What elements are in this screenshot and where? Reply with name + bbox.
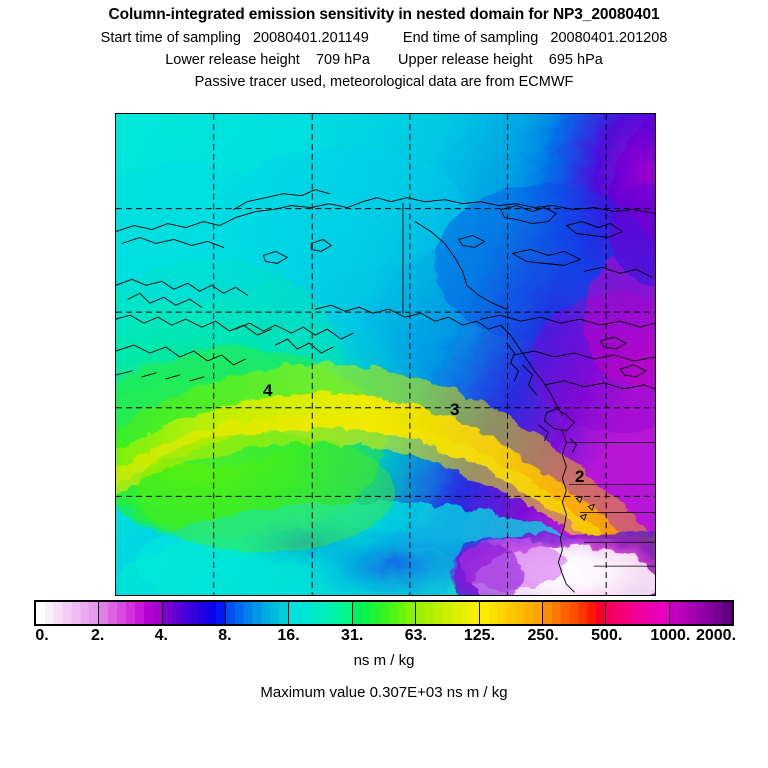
end-time-value: 20080401.201208	[550, 30, 668, 46]
release-height-line: Lower release height 709 hPa Upper relea…	[0, 52, 768, 68]
colorbar-tick: 31.	[341, 627, 364, 644]
maximum-value-label: Maximum value 0.307E+03 ns m / kg	[260, 684, 508, 701]
lower-release-label: Lower release height	[165, 52, 300, 68]
colorbar-segment	[289, 602, 353, 624]
colorbar-segment	[606, 602, 670, 624]
colorbar	[34, 600, 734, 626]
colorbar-tick: 250.	[527, 627, 559, 644]
start-time-label: Start time of sampling	[100, 30, 241, 46]
colorbar-tick-labels: 0. 2. 4. 8. 16. 31. 63. 125. 250. 500. 1000. 2000.	[34, 627, 737, 647]
upper-release-value: 695 hPa	[548, 52, 603, 68]
tracer-note: Passive tracer used, meteorological data…	[194, 74, 574, 90]
colorbar-container: 0. 2. 4. 8. 16. 31. 63. 125. 250. 500. 1000. 2000.	[34, 600, 736, 644]
header-block: Column-integrated emission sensitivity i…	[0, 0, 768, 90]
emission-sensitivity-field	[116, 114, 655, 595]
colorbar-segment	[36, 602, 100, 624]
trajectory-day-label-3: 3	[450, 400, 460, 419]
start-time-value: 20080401.201149	[252, 30, 369, 46]
colorbar-tick: 125.	[463, 627, 496, 644]
map-plot-inner	[116, 114, 655, 595]
colorbar-segment	[99, 602, 163, 624]
colorbar-unit-label: ns m / kg	[353, 652, 415, 669]
colorbar-tick: 2.	[90, 627, 105, 644]
coastline-overlay	[116, 189, 655, 593]
end-time-label: End time of sampling	[402, 30, 539, 46]
colorbar-segment	[226, 602, 290, 624]
colorbar-tick: 1000.	[650, 627, 691, 644]
colorbar-tick: 2000.	[695, 627, 737, 644]
colorbar-segment	[542, 602, 607, 624]
latlon-gridlines	[116, 114, 655, 595]
colorbar-segment	[669, 602, 732, 624]
colorbar-tick: 500.	[591, 627, 623, 644]
lower-release-value: 709 hPa	[315, 52, 370, 68]
sampling-time-line: Start time of sampling 20080401.201149 E…	[0, 30, 768, 46]
colorbar-segment	[416, 602, 480, 624]
trajectory-day-label-2: 2	[575, 467, 585, 486]
trajectory-day-label-4: 4	[263, 381, 273, 400]
colorbar-tick: 0.	[35, 627, 49, 644]
upper-release-label: Upper release height	[398, 52, 533, 68]
colorbar-segment	[352, 602, 417, 624]
page-title: Column-integrated emission sensitivity i…	[108, 6, 660, 23]
colorbar-segment	[479, 602, 543, 624]
colorbar-tick: 63.	[404, 627, 427, 644]
map-plot-area: 4 3 2	[115, 113, 656, 596]
colorbar-tick: 4.	[154, 627, 168, 644]
colorbar-tick: 8.	[218, 627, 232, 644]
colorbar-segment	[162, 602, 227, 624]
colorbar-tick: 16.	[277, 627, 300, 644]
